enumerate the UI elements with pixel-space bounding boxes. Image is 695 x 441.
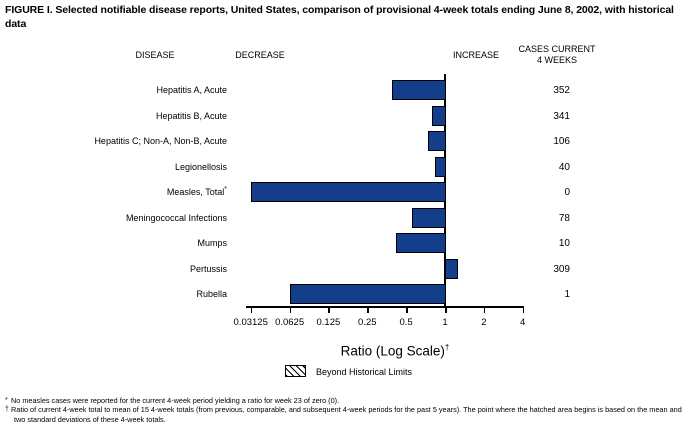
axis-tick [406,307,408,313]
ratio-bar [445,258,459,279]
axis-tick [328,307,330,313]
footnote-dagger-text: Ratio of current 4-week total to mean of… [11,405,682,424]
disease-label: Meningococcal Infections [125,212,227,223]
axis-tick-label: 0.25 [358,317,377,328]
column-header-cases-current-4-weeks: CASES CURRENT 4 WEEKS [502,44,612,66]
footnotes: * No measles cases were reported for the … [5,396,691,424]
axis-tick-label: 0.125 [316,317,341,328]
cases-count: 309 [553,263,570,275]
footnote-dagger-marker: † [5,405,9,413]
axis-tick [522,307,525,313]
column-header-disease: DISEASE [135,50,175,60]
x-axis-title: Ratio (Log Scale)† [295,343,495,359]
ratio-bar [411,207,446,228]
axis-tick-label: 2 [481,317,487,328]
cases-count: 0 [564,187,570,198]
cases-count: 352 [553,85,570,96]
disease-label-superscript: * [224,186,227,193]
axis-tick [250,307,253,313]
cases-count: 341 [553,110,570,122]
ratio-bar [435,156,446,177]
axis-tick-label: 1 [442,317,448,328]
cases-header-line1: CASES CURRENT [518,44,596,54]
disease-label: Mumps [197,238,227,248]
column-header-increase: INCREASE [452,50,499,60]
cases-count: 78 [558,212,570,224]
cases-count: 1 [564,289,570,300]
disease-label: Rubella [196,289,227,299]
figure-title: FIGURE I. Selected notifiable disease re… [5,4,674,30]
axis-tick [289,307,292,313]
cases-header-line2: 4 WEEKS [536,55,577,65]
column-header-decrease: DECREASE [235,50,285,60]
cases-count: 40 [558,161,570,173]
cases-count: 10 [558,238,570,249]
axis-tick [367,307,369,313]
x-axis-line [246,306,524,308]
axis-tick-label: 0.5 [399,317,413,328]
axis-tick [483,307,486,313]
x-axis-title-text: Ratio (Log Scale) [340,343,445,359]
axis-tick [445,307,447,313]
cases-count: 106 [553,136,570,147]
footnote-ratio: † Ratio of current 4-week total to mean o… [5,406,691,424]
ratio-bar [396,233,446,253]
disease-label: Pertussis [189,263,227,274]
ratio-bar [392,80,446,100]
disease-label: Hepatitis A, Acute [156,85,227,95]
ratio-bar [289,284,446,304]
axis-tick-label: 0.0625 [275,317,305,328]
ratio-bar [431,105,446,126]
disease-label: Hepatitis B, Acute [155,110,227,121]
disease-label: Hepatitis C; Non-A, Non-B, Acute [94,136,227,146]
beyond-historical-limits-hatch-icon [285,365,306,377]
disease-label: Legionellosis [174,161,227,172]
axis-tick-label: 4 [520,317,526,328]
ratio-bar [428,131,446,151]
footnote-measles: * No measles cases were reported for the … [5,396,691,406]
axis-tick-label: 0.03125 [233,317,268,328]
x-axis-title-dagger: † [444,343,450,352]
disease-label: Measles, Total* [166,186,227,197]
legend-label: Beyond Historical Limits [316,367,413,377]
ratio-bar [250,182,446,202]
footnote-asterisk-text: No measles cases were reported for the c… [11,396,340,405]
footnote-asterisk-marker: * [5,396,8,404]
